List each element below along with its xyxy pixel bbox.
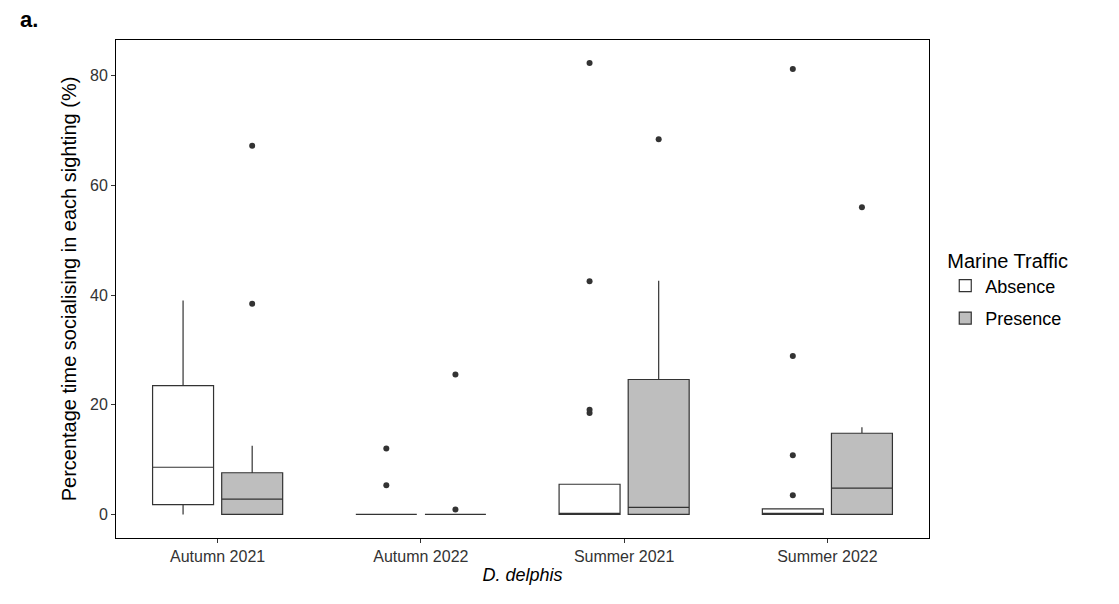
svg-text:Presence: Presence: [985, 309, 1061, 329]
svg-text:Marine Traffic: Marine Traffic: [947, 250, 1068, 272]
svg-text:D. delphis: D. delphis: [482, 565, 562, 585]
svg-text:20: 20: [90, 396, 108, 413]
svg-text:Autumn 2021: Autumn 2021: [170, 548, 265, 565]
svg-text:80: 80: [90, 67, 108, 84]
svg-text:0: 0: [99, 506, 108, 523]
svg-text:40: 40: [90, 287, 108, 304]
svg-text:60: 60: [90, 177, 108, 194]
svg-text:a.: a.: [20, 7, 38, 32]
svg-text:Percentage time socialising in: Percentage time socialising in each sigh…: [58, 77, 80, 502]
svg-text:Summer 2021: Summer 2021: [574, 548, 675, 565]
svg-text:Summer 2022: Summer 2022: [777, 548, 878, 565]
svg-text:Absence: Absence: [985, 277, 1055, 297]
svg-text:Autumn 2022: Autumn 2022: [373, 548, 468, 565]
